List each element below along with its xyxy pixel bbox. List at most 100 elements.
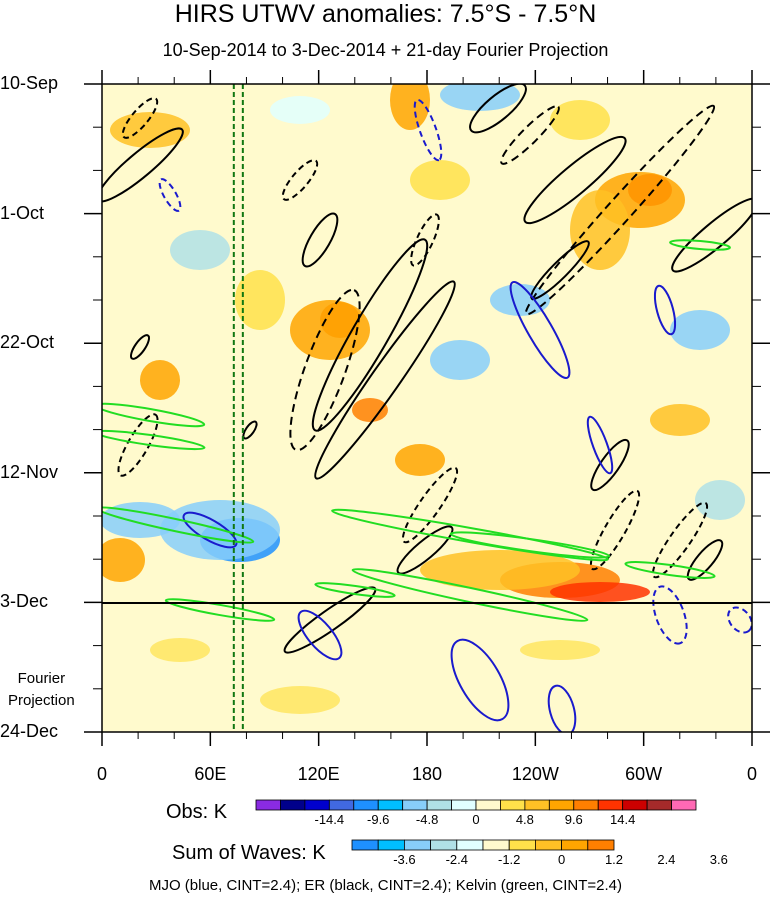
er-contour [396, 525, 454, 575]
chart-subtitle: 10-Sep-2014 to 3-Dec-2014 + 21-day Fouri… [162, 40, 609, 60]
mjo-contour [652, 585, 688, 645]
projection-blob [670, 642, 730, 678]
er-contour [469, 84, 527, 134]
er-contour [530, 240, 590, 300]
colorbar-box [403, 839, 431, 851]
anomaly-blob [695, 480, 745, 520]
mjo-contour [727, 606, 752, 634]
anomaly-blob [420, 550, 580, 590]
colorbar-box [671, 799, 697, 811]
er-contour [524, 104, 716, 316]
colorbar-box [622, 799, 648, 811]
x-tick-label: 180 [411, 764, 443, 784]
colorbar-box [430, 839, 458, 851]
projection-blob [520, 640, 600, 660]
colorbar-box [280, 799, 306, 811]
kelvin-contour [102, 429, 206, 451]
projection-label-line1: Fourier [17, 670, 66, 687]
y-tick-label: 10-Sep [0, 73, 59, 93]
mjo-contour [158, 178, 182, 212]
er-contour [102, 127, 184, 203]
anomaly-blob [140, 360, 180, 400]
chart-title: HIRS UTWV anomalies: 7.5°S - 7.5°N [174, 0, 597, 28]
kelvin-contour [102, 506, 255, 544]
anomaly-blob [102, 538, 145, 582]
er-contour [410, 213, 440, 267]
colorbar-box [587, 839, 615, 851]
y-tick-label: 1-Oct [0, 202, 45, 223]
x-tick-label: 0 [746, 764, 757, 784]
projection-label-line2: Projection [8, 692, 75, 709]
wave-contours [102, 84, 752, 732]
colorbar-box [377, 799, 404, 811]
er-contour [589, 489, 641, 571]
colorbar-label: -4.8 [415, 812, 439, 827]
obs-colorbar-title: Obs: K [166, 801, 228, 823]
x-tick-label: 60W [625, 764, 663, 784]
mjo-contour [509, 280, 571, 380]
kelvin-contour [449, 531, 611, 559]
colorbar-label: -9.6 [367, 812, 390, 827]
fourier-projection-label: Fourier Projection [8, 668, 75, 712]
colorbar-label: -3.6 [393, 852, 416, 867]
colorbar-box [351, 839, 379, 851]
x-tick-label: 120E [297, 764, 340, 784]
er-contour [590, 438, 630, 492]
colorbar-label: -14.4 [314, 812, 345, 827]
er-contour [500, 105, 560, 165]
obs-colorbar [255, 799, 697, 811]
colorbar-label: 0 [472, 812, 480, 827]
anomaly-blob [550, 582, 650, 602]
contour-legend: MJO (blue, CINT=2.4); ER (black, CINT=2.… [148, 877, 623, 894]
colorbar-box [475, 799, 501, 811]
er-contour [311, 238, 429, 432]
anomaly-blob [235, 270, 285, 330]
colorbar-box [255, 799, 281, 811]
er-contour [301, 212, 339, 268]
colorbar-box [426, 799, 452, 811]
er-contour [686, 539, 724, 581]
colorbar-box [377, 839, 405, 851]
y-tick-label: 3-Dec [0, 591, 49, 612]
anomaly-blob [650, 404, 710, 436]
colorbar-label: 4.8 [515, 812, 534, 827]
mjo-contour [450, 638, 510, 722]
colorbar-box [508, 839, 536, 851]
colorbar-label: 3.6 [709, 852, 728, 867]
y-tick-label: 22-Oct [0, 332, 55, 353]
anomaly-blob [352, 398, 388, 422]
er-contour [281, 159, 319, 201]
kelvin-contour [314, 582, 396, 598]
mjo-contour [182, 511, 238, 549]
kelvin-contour [331, 508, 609, 562]
anomaly-blob [170, 230, 230, 270]
er-contour [121, 97, 159, 139]
mjo-contour [413, 98, 443, 162]
x-tick-label: 120W [511, 764, 559, 784]
plot-axes [84, 70, 770, 746]
colorbar-box [304, 799, 330, 811]
y-tick-label: 24-Dec [0, 721, 59, 741]
er-contour [289, 288, 361, 452]
kelvin-contour [164, 598, 276, 622]
colorbar-box [353, 799, 379, 811]
colorbar-box [328, 799, 355, 811]
er-contour [523, 135, 627, 225]
kelvin-contour [102, 402, 206, 428]
colorbar-box [402, 799, 428, 811]
anomaly-blob [410, 160, 470, 200]
colorbar-box [646, 799, 672, 811]
colorbar-box [535, 839, 563, 851]
waves-colorbar [351, 839, 615, 851]
anomaly-blob [570, 190, 630, 270]
anomaly-blob [110, 112, 190, 148]
colorbar-label: 9.6 [564, 812, 583, 827]
kelvin-contour [351, 568, 589, 622]
anomaly-field [102, 84, 752, 732]
er-contour [401, 466, 459, 544]
colorbar-box [597, 799, 624, 811]
colorbar-box [548, 799, 575, 811]
anomaly-blob [430, 340, 490, 380]
colorbar-label: 0 [557, 852, 566, 867]
